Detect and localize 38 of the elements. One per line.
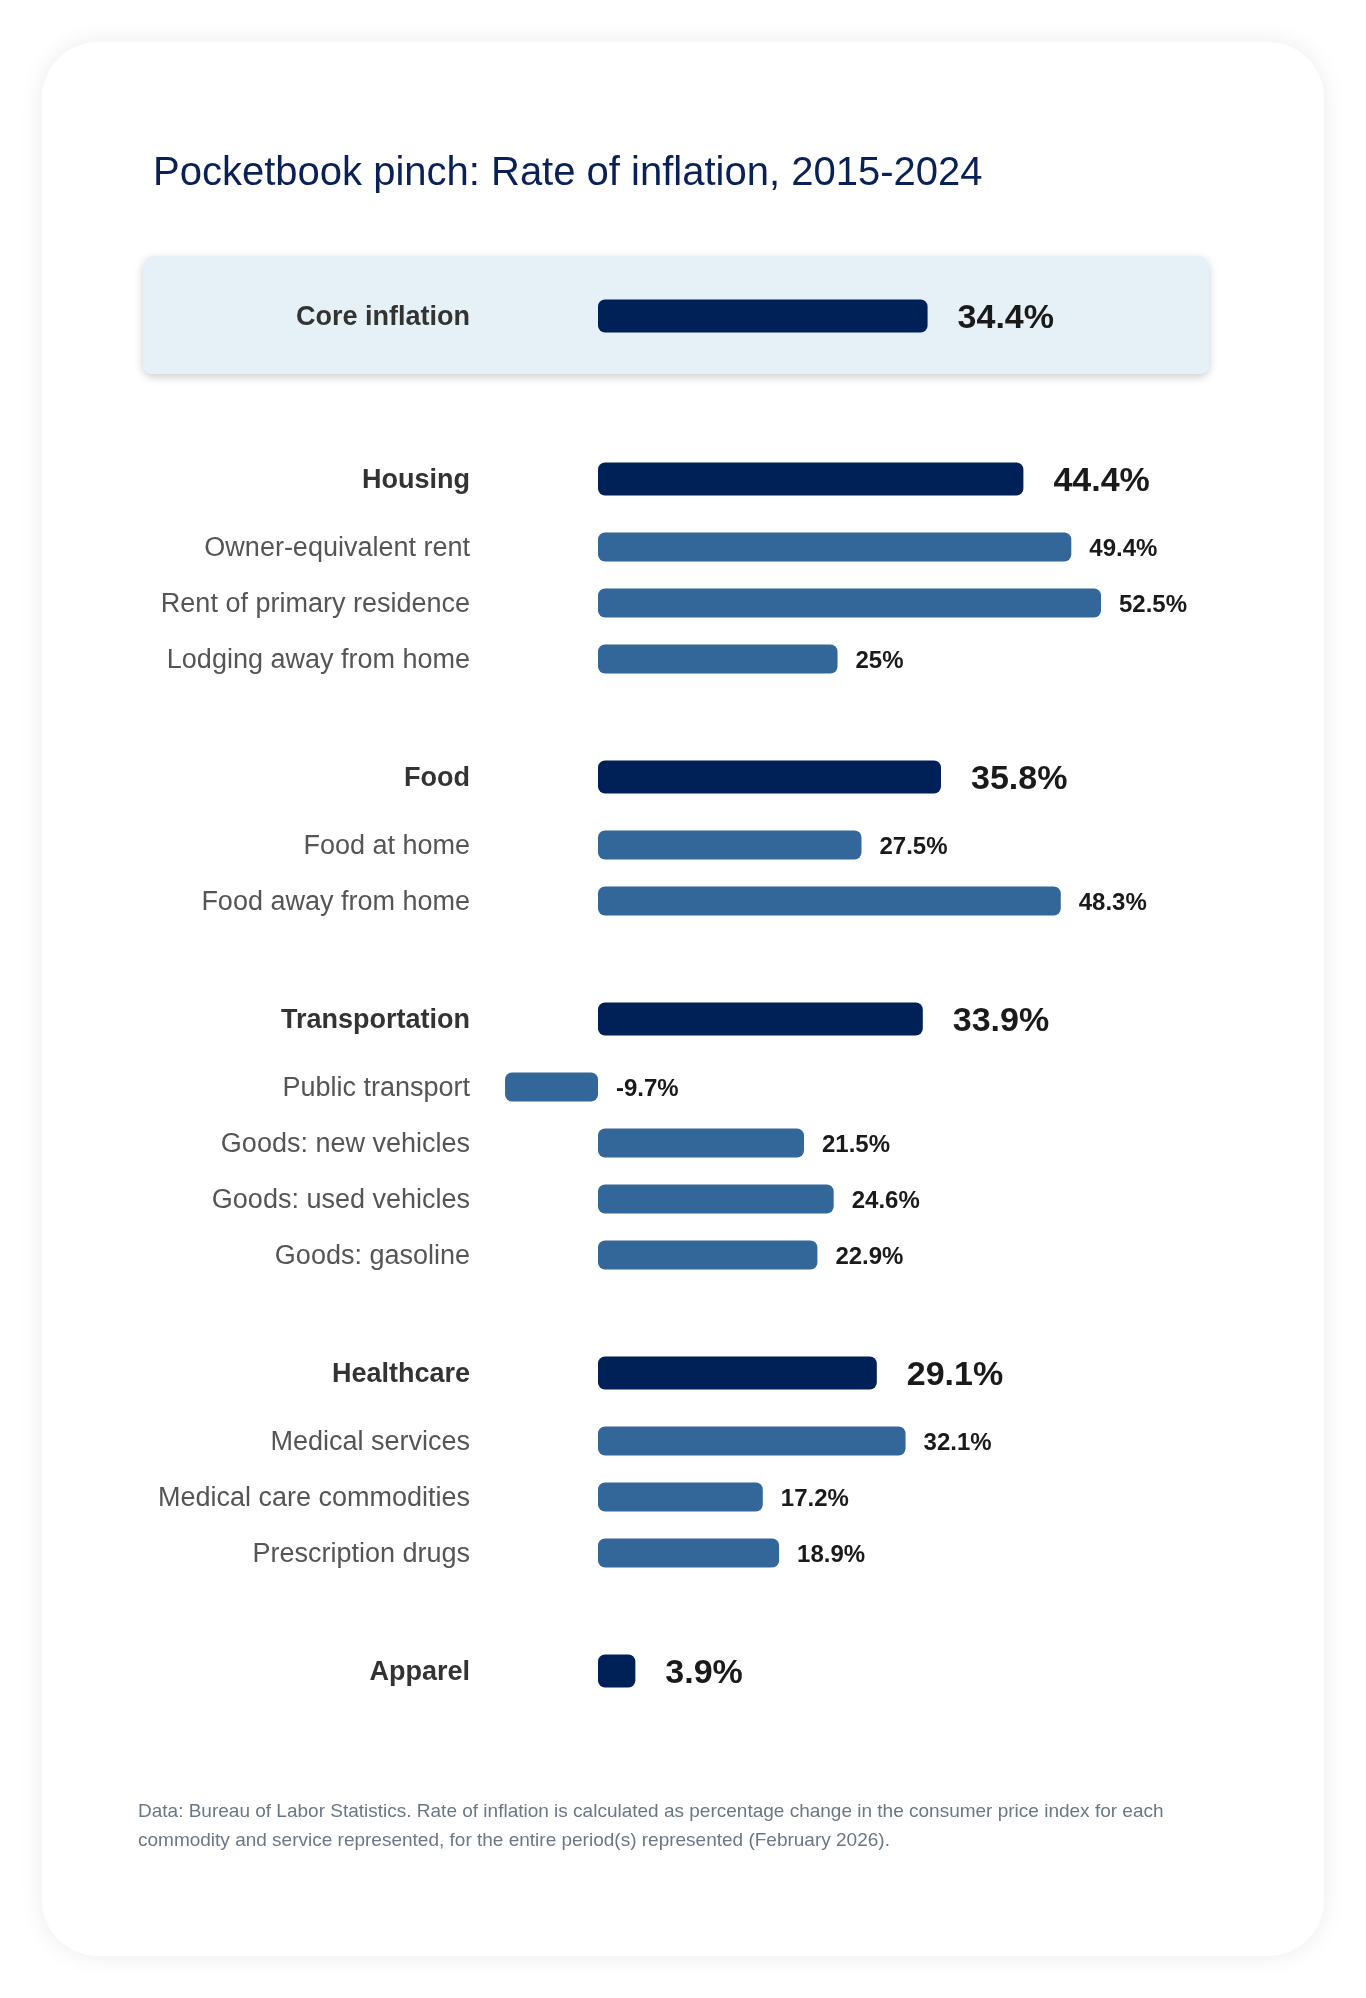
data-label: 17.2%: [780, 1483, 849, 1511]
data-label: 35.8%: [971, 758, 1068, 797]
data-label: 3.9%: [665, 1652, 743, 1691]
data-label: 49.4%: [1089, 533, 1158, 561]
y-tick-label: Goods: new vehicles: [220, 1128, 470, 1159]
y-tick-label: Rent of primary residence: [160, 588, 470, 619]
y-tick-label: Healthcare: [331, 1358, 470, 1389]
data-label: 24.6%: [851, 1185, 920, 1213]
y-tick-label: Lodging away from home: [166, 644, 470, 675]
y-tick-label: Apparel: [369, 1656, 470, 1687]
y-tick-label: Food at home: [303, 830, 470, 861]
y-tick-label: Transportation: [280, 1004, 470, 1035]
data-label: 44.4%: [1053, 460, 1150, 499]
y-tick-label: Prescription drugs: [252, 1538, 470, 1569]
chart-title: Pocketbook pinch: Rate of inflation, 2015-2024: [153, 149, 983, 193]
y-tick-label: Public transport: [282, 1072, 471, 1103]
data-label: 52.5%: [1119, 589, 1188, 617]
y-tick-label: Goods: gasoline: [274, 1240, 470, 1271]
y-tick-label: Food away from home: [201, 886, 470, 917]
y-tick-label: Owner-equivalent rent: [204, 532, 471, 563]
data-label: 18.9%: [797, 1539, 866, 1567]
data-label: 34.4%: [957, 297, 1054, 336]
text: Data: Bureau of Labor Statistics. Rate of inflation is calculated as percentage change in the consumer price index for each commodity and service represented, for the entire period(s) represented (February 2026).: [138, 1799, 1165, 1852]
y-tick-label: Goods: used vehicles: [211, 1184, 470, 1215]
data-label: 29.1%: [906, 1354, 1004, 1393]
data-label: 21.5%: [821, 1129, 891, 1157]
data-label: -9.7%: [616, 1073, 679, 1101]
y-tick-label: Housing: [362, 464, 470, 495]
data-label: 32.1%: [923, 1427, 992, 1455]
y-tick-label: Food: [404, 762, 470, 793]
y-tick-label: Medical services: [270, 1426, 470, 1457]
data-label: 27.5%: [879, 831, 948, 859]
data-label: 25%: [855, 645, 904, 673]
y-tick-label: Medical care commodities: [157, 1482, 470, 1513]
y-tick-label: Core inflation: [296, 301, 470, 332]
data-label: 22.9%: [835, 1241, 904, 1269]
data-label: 48.3%: [1078, 887, 1147, 915]
data-label: 33.9%: [952, 1000, 1050, 1039]
